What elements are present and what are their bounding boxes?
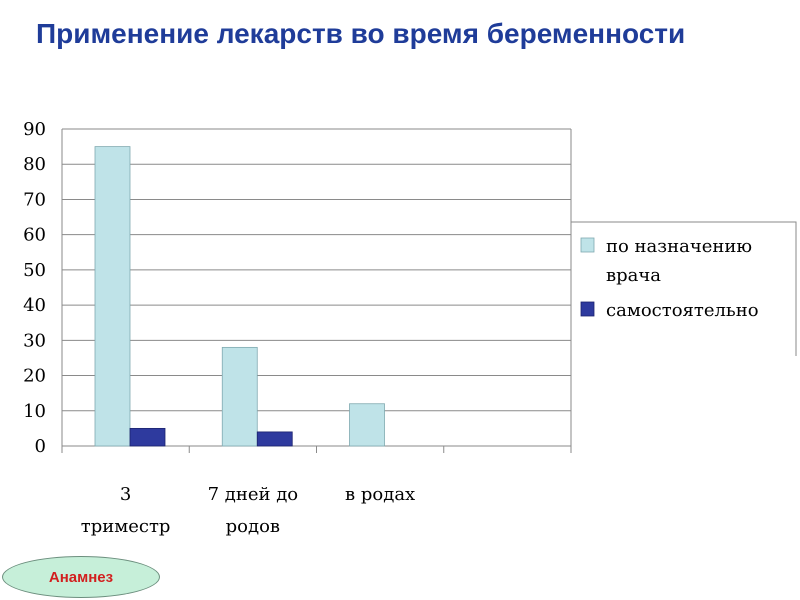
y-tick-label: 60 xyxy=(23,225,46,246)
y-tick-label: 30 xyxy=(23,330,46,351)
bar xyxy=(129,427,166,447)
y-tick-label: 50 xyxy=(23,260,46,281)
y-tick-label: 10 xyxy=(23,401,46,422)
x-tick-label: 7 дней до xyxy=(208,484,299,505)
y-tick-label: 20 xyxy=(23,366,46,387)
legend-label: по назначению xyxy=(606,236,752,257)
x-tick-label: триместр xyxy=(81,516,171,537)
page-title: Применение лекарств во время беременност… xyxy=(36,18,686,49)
legend-border xyxy=(571,221,797,356)
y-tick-label: 80 xyxy=(23,154,46,175)
legend-swatch xyxy=(580,301,595,317)
y-tick-label: 40 xyxy=(23,295,46,316)
x-tick-label: в родах xyxy=(345,484,415,505)
y-tick-label: 0 xyxy=(35,436,46,457)
bar xyxy=(256,431,293,447)
legend-label: самостоятельно xyxy=(606,300,759,321)
y-tick-label: 90 xyxy=(23,119,46,140)
legend-swatch xyxy=(580,237,595,253)
x-tick-label: родов xyxy=(226,516,280,537)
legend-label: врача xyxy=(606,265,661,286)
anamnez-button[interactable]: Анамнез xyxy=(2,556,160,598)
bar xyxy=(349,403,385,447)
x-tick-label: 3 xyxy=(120,484,131,505)
bar xyxy=(221,346,258,447)
y-tick-label: 70 xyxy=(23,189,46,210)
anamnez-button-label: Анамнез xyxy=(48,568,114,586)
bar xyxy=(94,146,131,447)
